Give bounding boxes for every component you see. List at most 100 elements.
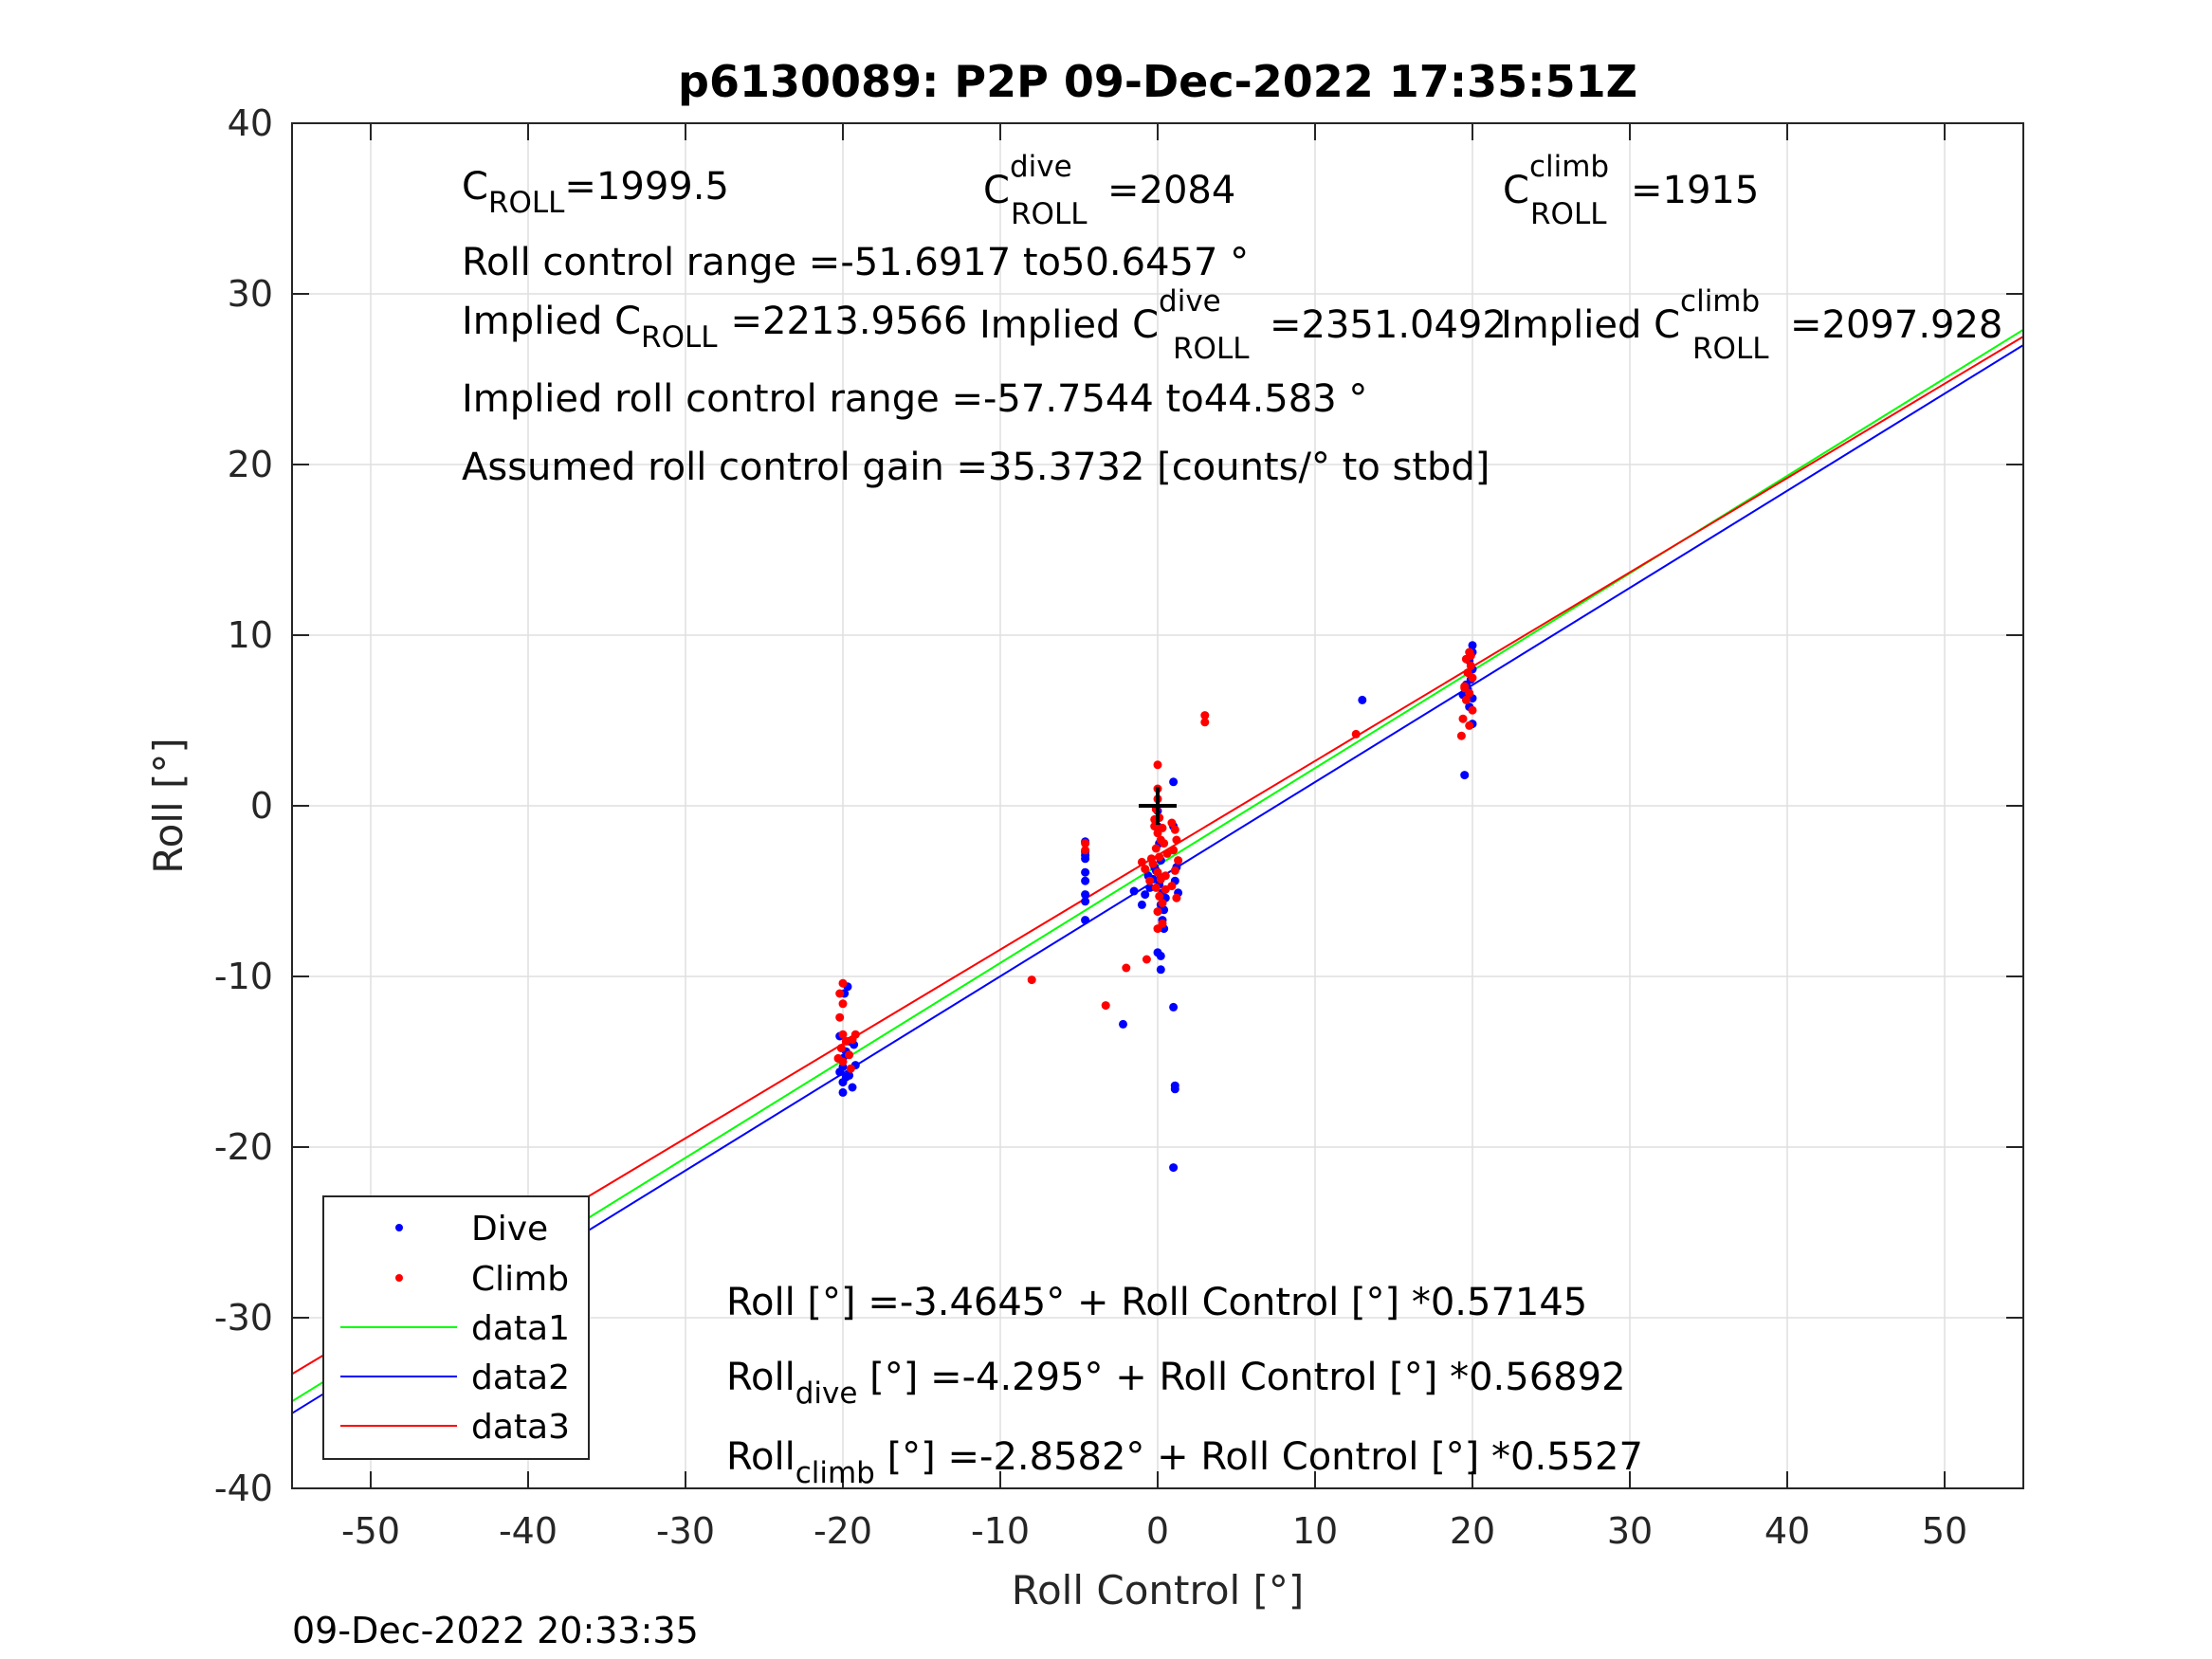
climb-point — [835, 1012, 845, 1022]
climb-point — [1200, 711, 1210, 720]
dive-point — [1145, 883, 1155, 892]
x-tick-label: 10 — [1292, 1510, 1338, 1552]
y-tick-label: 10 — [228, 614, 273, 656]
climb-point — [1081, 846, 1090, 855]
climb-point — [1466, 661, 1475, 670]
fit-equation-all: Roll [°] =-3.4645° + Roll Control [°] *0… — [726, 1281, 1587, 1324]
climb-point — [845, 1050, 854, 1060]
dive-point — [1156, 951, 1165, 960]
dive-point — [1081, 890, 1090, 900]
x-axis-label: Roll Control [°] — [1012, 1567, 1305, 1613]
climb-point — [1162, 848, 1172, 858]
climb-point — [1351, 729, 1361, 738]
climb-point — [1468, 673, 1477, 683]
climb-point — [1151, 844, 1161, 853]
y-tick-label: 20 — [228, 444, 273, 485]
dive-point — [848, 1083, 857, 1092]
dive-point — [1468, 641, 1477, 650]
climb-point — [1461, 695, 1471, 704]
climb-point — [1466, 651, 1475, 661]
chart-title: p6130089: P2P 09-Dec-2022 17:35:51Z — [678, 56, 1637, 107]
climb-point — [1146, 854, 1156, 864]
fit-equation-climb: Rollclimb [°] =-2.8582° + Roll Control [… — [726, 1435, 1643, 1490]
climb-point — [850, 1030, 860, 1039]
x-tick-label: -30 — [656, 1510, 715, 1552]
climb-point — [1153, 867, 1162, 877]
climb-point — [1155, 891, 1164, 901]
dive-point — [838, 1087, 848, 1097]
x-tick-label: 20 — [1450, 1510, 1495, 1552]
climb-point — [1155, 852, 1164, 862]
legend-climb-label: Climb — [471, 1260, 569, 1299]
dive-point — [1358, 695, 1367, 704]
legend-climb-swatch — [395, 1274, 403, 1282]
climb-point — [833, 1053, 843, 1063]
legend-data1-label: data1 — [471, 1309, 570, 1348]
x-tick-labels: -50 -40 -30 -20 -10 0 10 20 30 40 50 — [341, 1510, 1967, 1552]
axis-ticks — [292, 122, 2023, 1489]
climb-point — [1456, 731, 1466, 740]
climb-point — [846, 1064, 855, 1073]
dive-point — [1169, 1002, 1179, 1012]
climb-point — [1460, 684, 1470, 693]
x-tick-label: -40 — [499, 1510, 558, 1552]
climb-point — [1172, 835, 1181, 845]
climb-point — [835, 989, 845, 998]
climb-point — [1145, 876, 1155, 885]
x-tick-label: -50 — [341, 1510, 400, 1552]
climb-point — [1468, 705, 1477, 715]
footer-timestamp: 09-Dec-2022 20:33:35 — [292, 1610, 699, 1651]
climb-point — [1170, 866, 1179, 875]
legend-dive-label: Dive — [471, 1210, 548, 1249]
climb-point — [1458, 714, 1468, 723]
climb-point — [1174, 856, 1183, 866]
climb-point — [1158, 919, 1167, 928]
dive-point — [845, 1070, 854, 1080]
y-tick-label: -40 — [214, 1468, 273, 1509]
climb-point — [1142, 955, 1151, 964]
x-tick-label: 50 — [1922, 1510, 1967, 1552]
dive-point — [1081, 867, 1090, 877]
implied-c-roll: Implied CROLL =2213.9566 — [462, 300, 967, 355]
climb-point — [1151, 883, 1161, 892]
fit-equation-dive: Rolldive [°] =-4.295° + Roll Control [°]… — [726, 1356, 1626, 1411]
climb-point — [1170, 825, 1179, 834]
implied-c-roll-climb: Implied Cclimb ROLL=2097.928 — [1501, 284, 2002, 366]
x-tick-label: 0 — [1146, 1510, 1169, 1552]
legend-data3-label: data3 — [471, 1408, 570, 1447]
dive-point — [1137, 900, 1146, 909]
dive-point — [1169, 777, 1179, 787]
implied-c-roll-dive: Implied Cdive ROLL=2351.0492 — [979, 284, 1507, 366]
climb-point — [1160, 839, 1169, 848]
dive-point — [1081, 897, 1090, 906]
legend: Dive Climb data1 data2 data3 — [322, 1195, 590, 1460]
dive-point — [1119, 1019, 1127, 1029]
legend-data2-label: data2 — [471, 1358, 570, 1397]
climb-point — [1167, 818, 1177, 828]
c-roll-dive-label: Cdive ROLL=2084 — [983, 150, 1235, 231]
y-tick-label: 40 — [228, 102, 273, 144]
y-tick-label: -10 — [214, 956, 273, 997]
climb-point — [1161, 871, 1170, 881]
y-tick-label: -30 — [214, 1297, 273, 1339]
climb-point — [1161, 884, 1170, 894]
c-roll-climb-label: Cclimb ROLL=1915 — [1503, 150, 1759, 231]
climb-point — [1158, 899, 1167, 908]
y-tick-label: 30 — [228, 273, 273, 315]
climb-point — [1137, 857, 1146, 866]
x-tick-label: -10 — [971, 1510, 1030, 1552]
climb-point — [1122, 963, 1131, 973]
x-tick-label: -20 — [814, 1510, 872, 1552]
dive-point — [1081, 916, 1090, 925]
legend-dive-swatch — [395, 1224, 403, 1231]
implied-roll-control-range: Implied roll control range =-57.7544 to4… — [462, 377, 1367, 421]
climb-point — [1141, 865, 1150, 874]
climb-point — [1465, 720, 1474, 730]
climb-point — [1169, 846, 1179, 855]
origin-marker — [1139, 787, 1177, 825]
roll-control-range: Roll control range =-51.6917 to50.6457 ° — [462, 241, 1249, 284]
dive-point — [1169, 1163, 1179, 1173]
y-tick-label: 0 — [250, 785, 273, 827]
dive-point — [1460, 771, 1470, 780]
